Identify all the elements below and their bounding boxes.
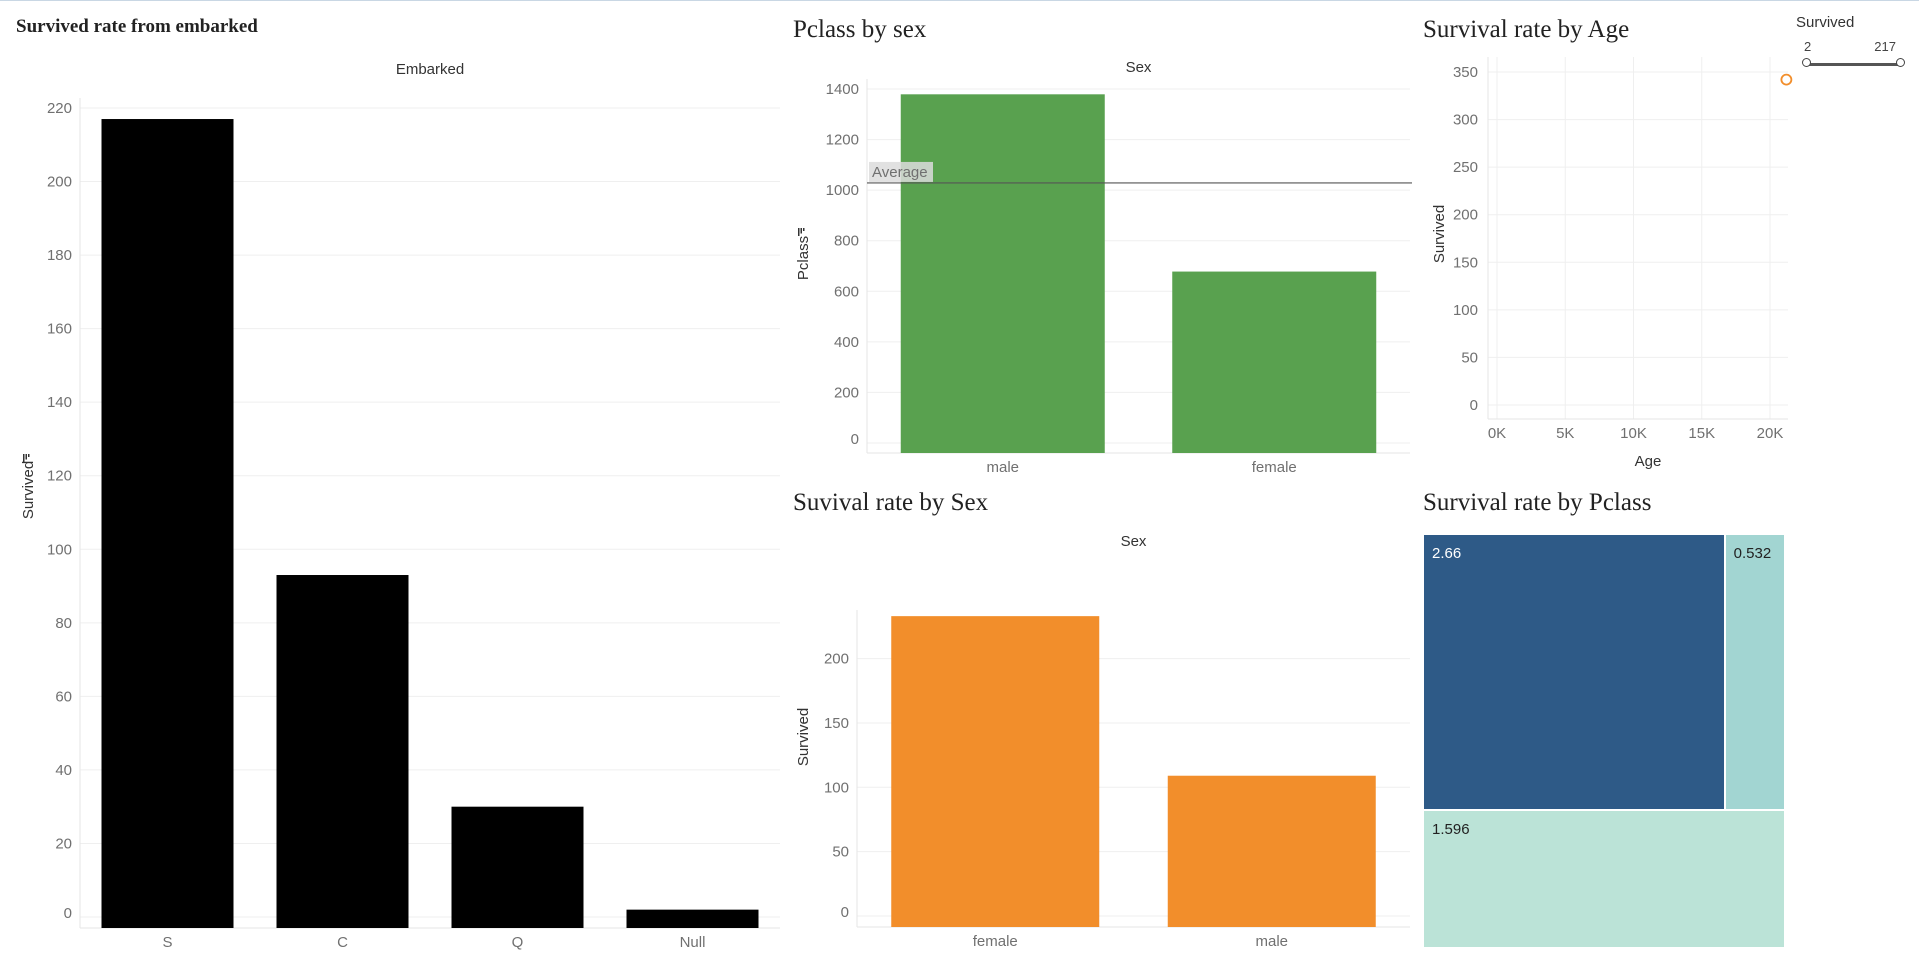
y-tick-label: 160 (47, 321, 72, 338)
bar (1167, 775, 1376, 927)
y-tick-label: 1000 (826, 182, 859, 199)
chart-title-survival-sex: Suvival rate by Sex (793, 489, 989, 516)
y-tick-label: 300 (1453, 112, 1478, 129)
filter-min-value: 2 (1804, 39, 1812, 54)
y-axis-label: Survived (795, 708, 812, 766)
bar (101, 119, 234, 929)
column-header: Sex (1121, 533, 1147, 550)
y-tick-label: 0 (851, 431, 859, 448)
y-tick-label: 100 (824, 779, 849, 796)
bar (626, 909, 759, 928)
column-header: Embarked (396, 61, 464, 78)
x-tick-label: 5K (1556, 425, 1574, 442)
y-tick-label: 400 (834, 334, 859, 351)
bar (1172, 271, 1377, 453)
reference-line-label-bg (869, 161, 933, 182)
y-tick-label: 20 (55, 835, 72, 852)
y-tick-label: 100 (1453, 302, 1478, 319)
x-axis-label: Age (1635, 453, 1662, 470)
y-tick-label: 220 (47, 100, 72, 117)
y-tick-label: 60 (55, 688, 72, 705)
range-slider-max-handle[interactable] (1896, 58, 1905, 67)
y-tick-label: 1200 (826, 132, 859, 149)
y-tick-label: 140 (47, 394, 72, 411)
y-axis-label: Survived (1431, 205, 1448, 263)
chart-title-pclass-treemap: Survival rate by Pclass (1423, 489, 1652, 516)
y-tick-label: 50 (832, 844, 849, 861)
y-axis-label: Pclass (795, 236, 812, 280)
treemap-cell-label: 1.596 (1432, 821, 1470, 838)
y-tick-label: 120 (47, 468, 72, 485)
y-tick-label: 200 (824, 651, 849, 668)
treemap-cell[interactable]: 2.66 (1423, 534, 1725, 810)
filter-title: Survived (1796, 14, 1855, 31)
x-tick-label: Null (680, 934, 706, 951)
x-tick-label: male (986, 459, 1019, 476)
x-tick-label: 10K (1620, 425, 1647, 442)
age-scatter-chart[interactable]: 0 50 100 150 200 250 300 350 0K 5K 10K 15K 20K Age Sur… (1420, 0, 1800, 480)
x-tick-label: male (1255, 933, 1288, 950)
survival-by-sex-bar-chart[interactable]: Sex 0 50 100 150 200 female male Survived (790, 500, 1420, 965)
chart-title-age: Survival rate by Age (1423, 16, 1630, 43)
x-tick-label: 20K (1757, 425, 1784, 442)
data-point (1780, 73, 1793, 86)
x-tick-label: 0K (1488, 425, 1506, 442)
bar (891, 616, 1100, 927)
range-slider-min-handle[interactable] (1802, 58, 1811, 67)
y-tick-label: 200 (47, 174, 72, 191)
y-tick-label: 40 (55, 762, 72, 779)
y-tick-label: 0 (841, 904, 849, 921)
survived-filter: Survived 2 217 (1786, 12, 1906, 82)
x-tick-label: Q (512, 934, 524, 951)
range-slider-track[interactable] (1806, 63, 1901, 66)
treemap-cell-label: 0.532 (1733, 545, 1772, 562)
y-tick-label: 180 (47, 247, 72, 264)
y-tick-label: 200 (834, 384, 859, 401)
embarked-bar-chart[interactable]: Embarked 0 20 40 60 80 100 120 140 160 180 200 220 S C… (0, 0, 790, 965)
x-tick-label: female (1252, 459, 1297, 476)
pclass-by-sex-bar-chart[interactable]: Sex 0 200 400 600 800 1000 1200 1400 male female Pc… (790, 0, 1420, 480)
y-tick-label: 80 (55, 615, 72, 632)
y-tick-label: 150 (824, 715, 849, 732)
treemap-cell[interactable]: 0.532 (1724, 534, 1785, 810)
x-tick-label: S (162, 934, 172, 951)
y-tick-label: 100 (47, 541, 72, 558)
top-border (0, 0, 1919, 1)
y-tick-label: 250 (1453, 159, 1478, 176)
bar (276, 575, 409, 928)
y-tick-label: 150 (1453, 254, 1478, 271)
treemap-cell-label: 2.66 (1432, 545, 1462, 562)
bar (900, 94, 1105, 453)
y-tick-label: 200 (1453, 207, 1478, 224)
x-tick-label: 15K (1688, 425, 1715, 442)
bar (451, 806, 584, 928)
y-tick-label: 350 (1453, 64, 1478, 81)
y-tick-label: 50 (1461, 349, 1478, 366)
x-tick-label: C (337, 934, 348, 951)
y-tick-label: 800 (834, 233, 859, 250)
pclass-treemap[interactable]: 2.66 0.532 1.596 (1423, 534, 1785, 948)
column-header: Sex (1126, 59, 1152, 76)
y-tick-label: 600 (834, 283, 859, 300)
y-tick-label: 1400 (826, 81, 859, 98)
chart-title-embarked: Survived rate from embarked (16, 16, 258, 37)
y-tick-label: 0 (1470, 397, 1478, 414)
filter-max-value: 217 (1874, 39, 1896, 54)
y-axis-label: Survived (20, 461, 37, 519)
treemap-cell[interactable]: 1.596 (1423, 810, 1785, 948)
reference-line-label: Average (872, 164, 928, 181)
sort-icon[interactable] (798, 228, 805, 236)
sort-icon[interactable] (23, 454, 30, 462)
x-tick-label: female (973, 933, 1018, 950)
y-tick-label: 0 (64, 905, 72, 922)
chart-title-pclass-sex: Pclass by sex (793, 16, 927, 43)
